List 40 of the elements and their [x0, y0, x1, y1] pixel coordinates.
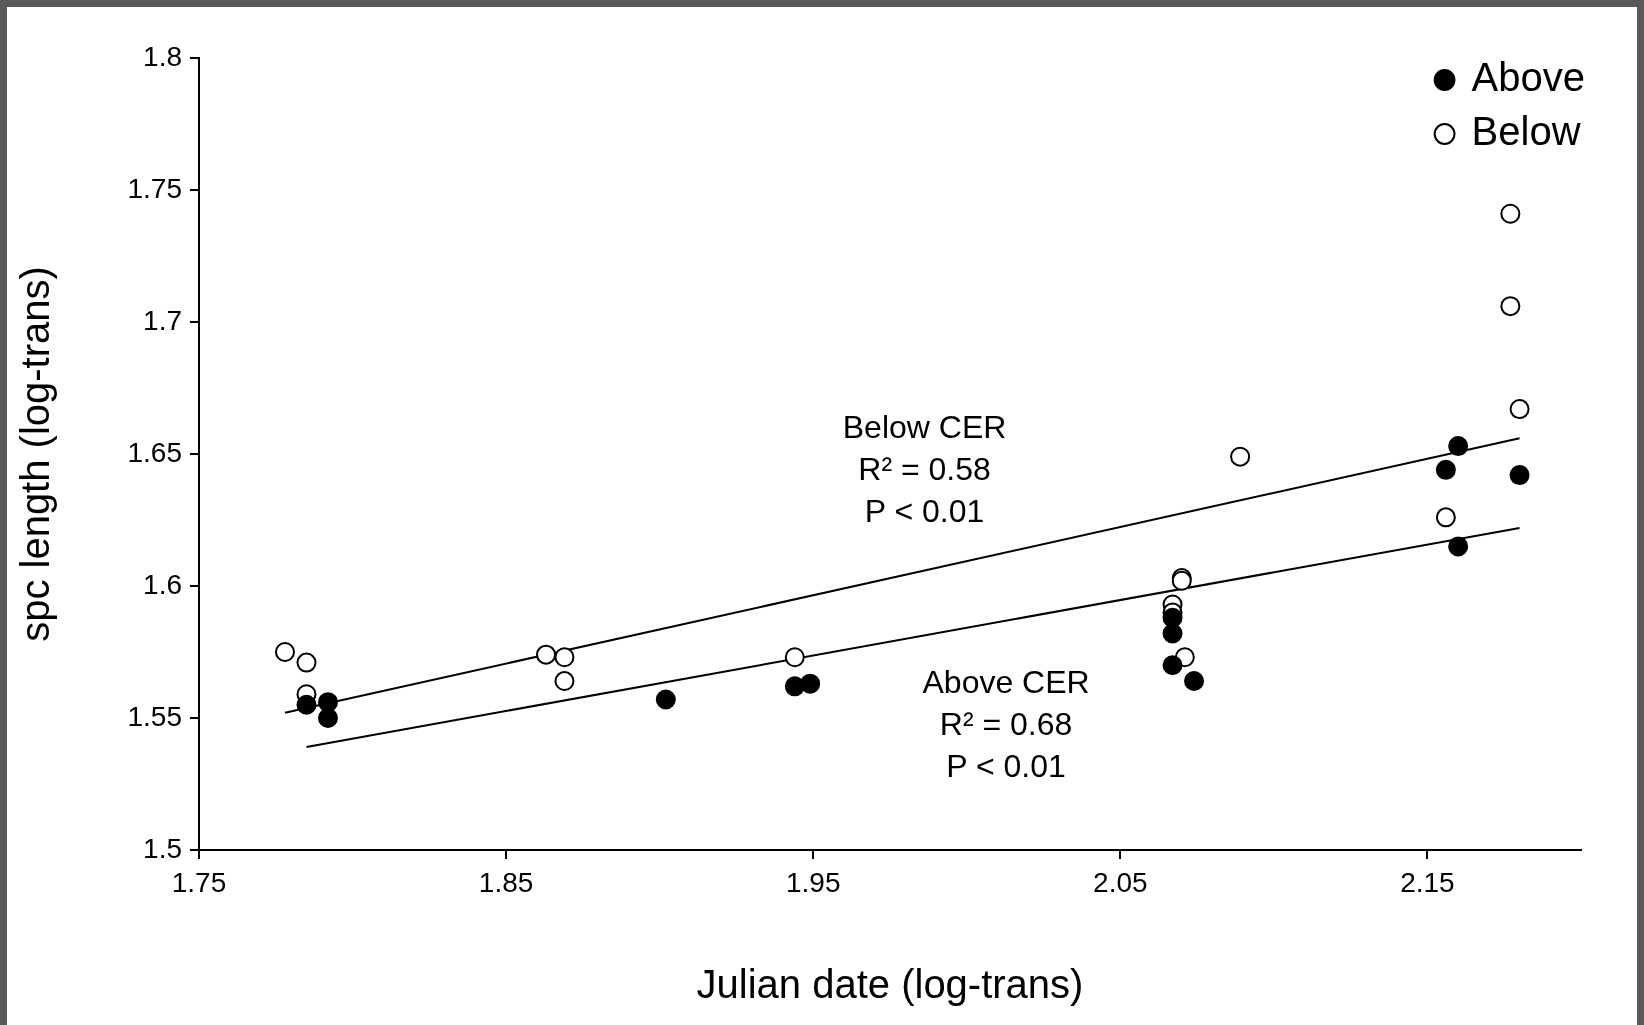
point — [1448, 436, 1469, 457]
annotation: Below CER R² = 0.58 P < 0.01 — [842, 409, 1007, 530]
legend-label: Above — [1471, 55, 1585, 100]
legend-label: Below — [1471, 109, 1581, 154]
point — [317, 708, 338, 728]
y-tick-label: 1.7 — [143, 304, 182, 336]
y-axis-title: spc length (log-trans) — [13, 266, 58, 642]
point — [1230, 446, 1251, 467]
y-tick-label: 1.65 — [127, 436, 182, 468]
point — [1500, 296, 1521, 317]
point — [296, 652, 317, 673]
x-tick-label: 1.75 — [171, 866, 227, 898]
point — [554, 671, 575, 692]
point — [1509, 399, 1530, 420]
y-tick-label: 1.6 — [143, 568, 182, 600]
x-tick-label: 2.15 — [1400, 866, 1455, 898]
y-tick-label: 1.5 — [143, 832, 182, 864]
point — [274, 642, 295, 662]
x-tick-label: 1.85 — [478, 866, 534, 898]
point — [554, 647, 575, 668]
point — [1509, 465, 1530, 486]
x-tick-label: 2.05 — [1093, 866, 1148, 898]
point — [1448, 536, 1469, 557]
point — [1500, 203, 1521, 224]
y-tick-label: 1.8 — [143, 40, 182, 72]
point — [784, 647, 805, 668]
point — [1435, 507, 1456, 528]
point — [1435, 459, 1456, 480]
point — [800, 673, 821, 694]
annotation: Above CER R² = 0.68 P < 0.01 — [922, 664, 1090, 785]
y-tick-label: 1.75 — [127, 172, 182, 204]
point — [1162, 655, 1183, 676]
point — [655, 689, 676, 710]
x-axis-title: Julian date (log-trans) — [696, 962, 1084, 1007]
y-tick-label: 1.55 — [127, 700, 182, 732]
point — [1184, 671, 1205, 692]
point — [1162, 623, 1183, 644]
point — [536, 644, 557, 665]
point — [296, 694, 317, 715]
x-tick-label: 1.95 — [785, 866, 841, 898]
